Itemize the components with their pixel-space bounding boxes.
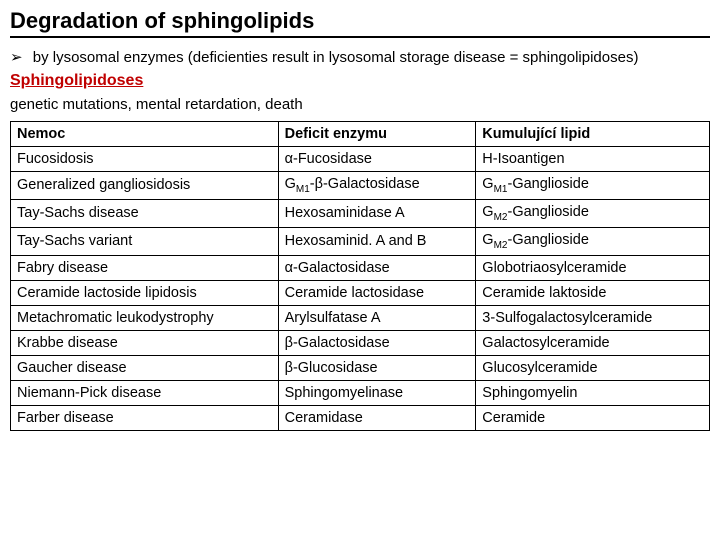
col-header-nemoc: Nemoc bbox=[11, 122, 279, 147]
table-row: Gaucher diseaseβ-GlucosidaseGlucosylcera… bbox=[11, 355, 710, 380]
table-cell: Generalized gangliosidosis bbox=[11, 172, 279, 200]
arrow-bullet-icon: ➢ bbox=[10, 49, 23, 66]
table-row: Tay-Sachs diseaseHexosaminidase AGM2-Gan… bbox=[11, 199, 710, 227]
page-title: Degradation of sphingolipids bbox=[10, 8, 710, 38]
table-row: Farber diseaseCeramidaseCeramide bbox=[11, 405, 710, 430]
table-header-row: Nemoc Deficit enzymu Kumulující lipid bbox=[11, 122, 710, 147]
sphingolipidoses-table: Nemoc Deficit enzymu Kumulující lipid Fu… bbox=[10, 121, 710, 431]
table-cell: Ceramide lactoside lipidosis bbox=[11, 280, 279, 305]
table-cell: Gaucher disease bbox=[11, 355, 279, 380]
col-header-deficit: Deficit enzymu bbox=[278, 122, 476, 147]
table-cell: Metachromatic leukodystrophy bbox=[11, 305, 279, 330]
table-row: Metachromatic leukodystrophyArylsulfatas… bbox=[11, 305, 710, 330]
table-cell: Farber disease bbox=[11, 405, 279, 430]
table-row: Krabbe diseaseβ-GalactosidaseGalactosylc… bbox=[11, 330, 710, 355]
table-cell: Hexosaminid. A and B bbox=[278, 227, 476, 255]
table-cell: GM2-Ganglioside bbox=[476, 227, 710, 255]
table-cell: Ceramide lactosidase bbox=[278, 280, 476, 305]
section-title: Sphingolipidoses bbox=[10, 72, 710, 90]
table-cell: Sphingomyelinase bbox=[278, 380, 476, 405]
table-cell: GM2-Ganglioside bbox=[476, 199, 710, 227]
table-cell: Krabbe disease bbox=[11, 330, 279, 355]
table-cell: Niemann-Pick disease bbox=[11, 380, 279, 405]
table-row: Niemann-Pick diseaseSphingomyelinaseSphi… bbox=[11, 380, 710, 405]
bullet-line: ➢ by lysosomal enzymes (deficienties res… bbox=[10, 48, 710, 66]
table-cell: Fabry disease bbox=[11, 255, 279, 280]
table-cell: Sphingomyelin bbox=[476, 380, 710, 405]
table-cell: β-Galactosidase bbox=[278, 330, 476, 355]
table-cell: Galactosylceramide bbox=[476, 330, 710, 355]
table-cell: Globotriaosylceramide bbox=[476, 255, 710, 280]
bullet-text: by lysosomal enzymes (deficienties resul… bbox=[33, 49, 639, 66]
table-cell: α-Fucosidase bbox=[278, 147, 476, 172]
table-cell: α-Galactosidase bbox=[278, 255, 476, 280]
table-row: Fabry diseaseα-GalactosidaseGlobotriaosy… bbox=[11, 255, 710, 280]
table-cell: Fucosidosis bbox=[11, 147, 279, 172]
table-row: Fucosidosisα-FucosidaseH-Isoantigen bbox=[11, 147, 710, 172]
table-cell: Ceramide bbox=[476, 405, 710, 430]
table-cell: GM1-β-Galactosidase bbox=[278, 172, 476, 200]
table-row: Ceramide lactoside lipidosisCeramide lac… bbox=[11, 280, 710, 305]
table-cell: Glucosylceramide bbox=[476, 355, 710, 380]
table-row: Generalized gangliosidosisGM1-β-Galactos… bbox=[11, 172, 710, 200]
table-cell: GM1-Ganglioside bbox=[476, 172, 710, 200]
table-cell: Ceramidase bbox=[278, 405, 476, 430]
table-cell: 3-Sulfogalactosylceramide bbox=[476, 305, 710, 330]
table-cell: Ceramide laktoside bbox=[476, 280, 710, 305]
col-header-lipid: Kumulující lipid bbox=[476, 122, 710, 147]
genetic-line: genetic mutations, mental retardation, d… bbox=[10, 96, 710, 113]
table-cell: Arylsulfatase A bbox=[278, 305, 476, 330]
table-cell: Tay-Sachs variant bbox=[11, 227, 279, 255]
table-row: Tay-Sachs variantHexosaminid. A and BGM2… bbox=[11, 227, 710, 255]
table-cell: β-Glucosidase bbox=[278, 355, 476, 380]
table-cell: H-Isoantigen bbox=[476, 147, 710, 172]
table-cell: Tay-Sachs disease bbox=[11, 199, 279, 227]
table-cell: Hexosaminidase A bbox=[278, 199, 476, 227]
